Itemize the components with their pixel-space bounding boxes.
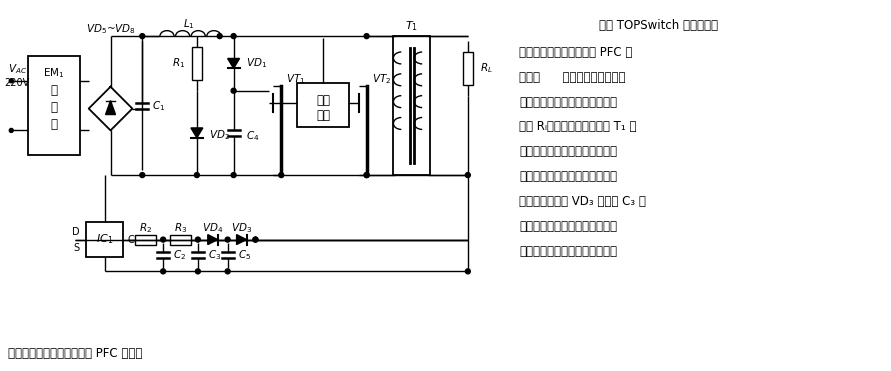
Circle shape (195, 237, 200, 242)
Polygon shape (191, 128, 203, 138)
Text: $C_5$: $C_5$ (238, 249, 250, 262)
Text: 馈绕组可以馈送与输出电压成比: 馈绕组可以馈送与输出电压成比 (519, 170, 617, 183)
Text: $L_1$: $L_1$ (183, 17, 194, 31)
Text: $VT_1$: $VT_1$ (286, 72, 306, 86)
Circle shape (217, 34, 222, 39)
Text: $C_1$: $C_1$ (152, 99, 166, 112)
Bar (135, 234, 156, 244)
Circle shape (9, 79, 13, 83)
Text: $R_L$: $R_L$ (479, 61, 493, 75)
Text: 电路: 电路 (316, 109, 330, 122)
Text: $R_1$: $R_1$ (172, 56, 185, 70)
Text: $C_3$: $C_3$ (208, 249, 221, 262)
Text: EM$_1$: EM$_1$ (43, 66, 65, 80)
Circle shape (195, 269, 200, 274)
Circle shape (231, 34, 236, 39)
Text: $T_1$: $T_1$ (405, 19, 418, 33)
Text: 220V: 220V (4, 78, 30, 88)
Text: 波: 波 (51, 101, 57, 114)
Text: $IC_1$: $IC_1$ (96, 233, 113, 246)
Text: 置电源。采用变压器耦合也可以: 置电源。采用变压器耦合也可以 (519, 244, 617, 257)
Text: $V_{AC}$: $V_{AC}$ (8, 62, 27, 76)
Circle shape (253, 237, 257, 242)
Text: 滤: 滤 (51, 84, 57, 97)
Text: 控制: 控制 (316, 93, 330, 106)
Polygon shape (105, 101, 116, 115)
Bar (170, 234, 191, 244)
Bar (29, 56, 80, 155)
Polygon shape (237, 234, 247, 244)
Text: $VD_3$: $VD_3$ (231, 221, 252, 234)
Text: $VT_2$: $VT_2$ (372, 72, 391, 86)
Text: 例的电压，并经 VD₃ 整流和 C₃ 滤: 例的电压，并经 VD₃ 整流和 C₃ 滤 (519, 195, 646, 208)
Text: $VD_1$: $VD_1$ (246, 56, 266, 70)
Circle shape (9, 128, 13, 132)
Text: $VD_4$: $VD_4$ (202, 221, 224, 234)
Text: 利用 TOPSwitch 通过不同的: 利用 TOPSwitch 通过不同的 (599, 19, 718, 32)
Circle shape (364, 34, 369, 39)
Text: $R_3$: $R_3$ (174, 221, 187, 234)
Bar (297, 83, 348, 127)
Text: $R_2$: $R_2$ (139, 221, 152, 234)
Circle shape (465, 173, 470, 178)
Bar (394, 36, 430, 175)
Text: 初次级绕组匹数比决定。次级反: 初次级绕组匹数比决定。次级反 (519, 145, 617, 158)
Circle shape (231, 88, 236, 93)
Text: $C_4$: $C_4$ (246, 129, 259, 143)
Circle shape (160, 269, 166, 274)
Circle shape (160, 237, 166, 242)
Circle shape (225, 237, 230, 242)
Text: 式逆变器产生隔离输出电压驱动: 式逆变器产生隔离输出电压驱动 (519, 96, 617, 109)
Bar (86, 222, 124, 257)
Circle shape (279, 173, 283, 178)
Circle shape (140, 34, 144, 39)
Text: D: D (72, 227, 80, 237)
Circle shape (364, 173, 369, 178)
Text: 负载 Rₗ。输出电压由变压器 T₁ 的: 负载 Rₗ。输出电压由变压器 T₁ 的 (519, 121, 637, 134)
Text: 器: 器 (51, 118, 57, 131)
Text: 路。图      示出的电路利用推拉: 路。图 示出的电路利用推拉 (519, 71, 626, 84)
Circle shape (231, 173, 236, 178)
Bar (462, 52, 473, 85)
Circle shape (140, 173, 144, 178)
Text: C: C (127, 234, 135, 244)
Text: $C_2$: $C_2$ (173, 249, 186, 262)
Circle shape (364, 173, 369, 178)
Polygon shape (227, 59, 240, 68)
Text: $VD_5$~$VD_8$: $VD_5$~$VD_8$ (86, 22, 135, 36)
Polygon shape (208, 234, 217, 244)
Text: 设计传感和控制负载电流的 PFC 电路。: 设计传感和控制负载电流的 PFC 电路。 (8, 347, 143, 360)
Circle shape (194, 173, 200, 178)
Text: S: S (74, 243, 80, 253)
Bar (192, 47, 202, 80)
Text: 拓扑可以组成各种形式的 PFC 电: 拓扑可以组成各种形式的 PFC 电 (519, 46, 633, 59)
Circle shape (253, 237, 257, 242)
Text: $VD_2$: $VD_2$ (208, 128, 230, 142)
Circle shape (225, 269, 230, 274)
Text: 波，用作闭环占空比的控制及偏: 波，用作闭环占空比的控制及偏 (519, 220, 617, 233)
Circle shape (465, 269, 470, 274)
